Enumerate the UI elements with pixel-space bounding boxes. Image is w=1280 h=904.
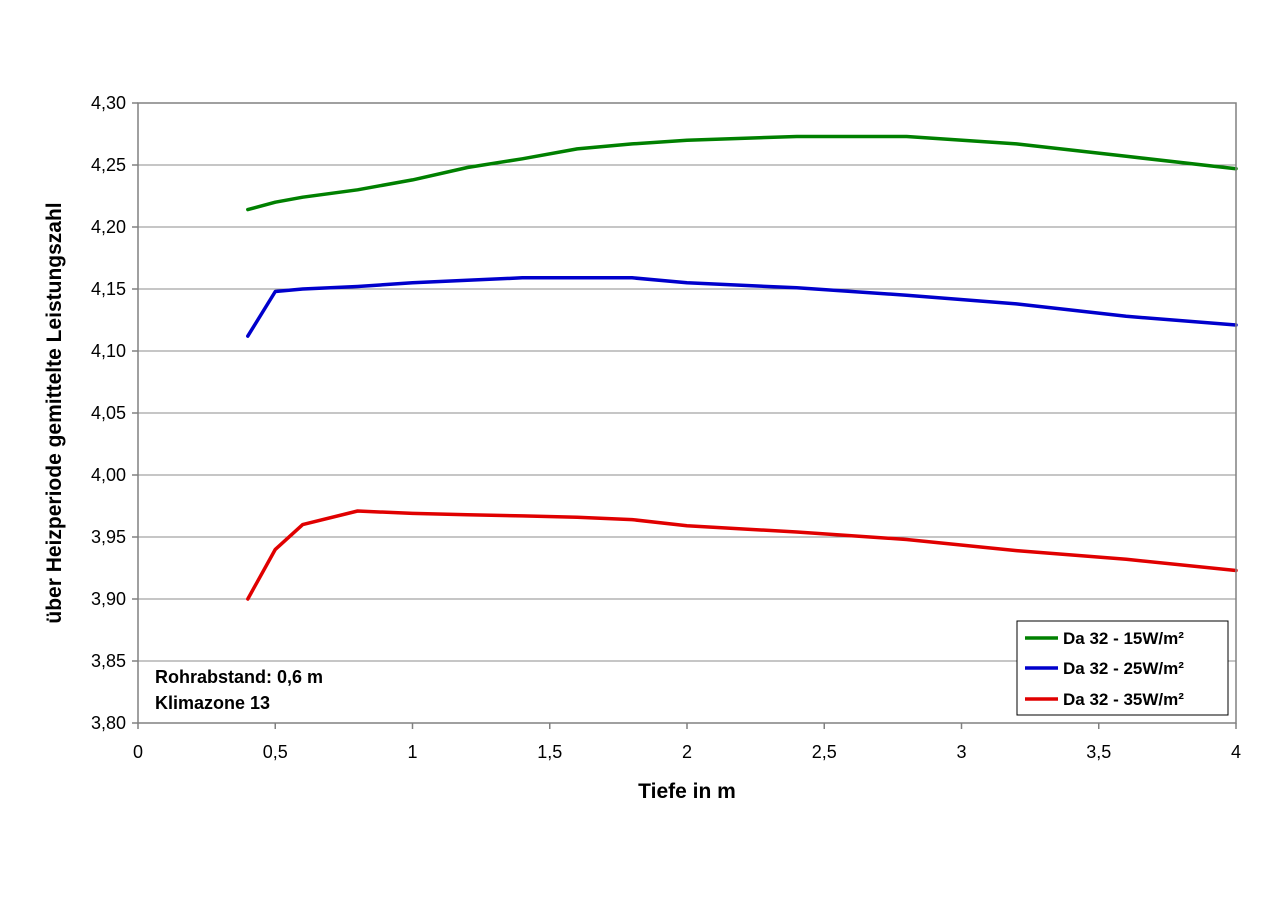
x-tick-label: 1,5: [537, 742, 562, 762]
y-tick-label: 3,85: [91, 651, 126, 671]
y-axis-title: über Heizperiode gemittelte Leistungszah…: [43, 202, 66, 623]
y-tick-label: 4,25: [91, 155, 126, 175]
x-tick-label: 4: [1231, 742, 1241, 762]
series-line-25w: [246, 276, 1238, 338]
annotation-rohrabstand: Rohrabstand: 0,6 m: [155, 667, 323, 687]
y-tick-label: 4,30: [91, 93, 126, 113]
y-tick-label: 4,10: [91, 341, 126, 361]
y-tick-label: 4,00: [91, 465, 126, 485]
x-tick-label: 0: [133, 742, 143, 762]
series-line-35w: [246, 509, 1238, 601]
legend-label-25: Da 32 - 25W/m²: [1063, 659, 1184, 678]
x-tick-label: 2: [682, 742, 692, 762]
legend: Da 32 - 15W/m² Da 32 - 25W/m² Da 32 - 35…: [1016, 620, 1229, 716]
y-tick-label: 3,80: [91, 713, 126, 733]
y-axis-ticks: 3,80 3,85 3,90 3,95 4,00 4,05 4,10 4,15 4,20 4,25…: [91, 93, 138, 733]
x-axis-title: Tiefe in m: [638, 780, 736, 803]
y-tick-label: 4,05: [91, 403, 126, 423]
x-tick-label: 0,5: [263, 742, 288, 762]
x-tick-label: 2,5: [812, 742, 837, 762]
series-line-15w: [246, 134, 1238, 212]
y-tick-label: 4,15: [91, 279, 126, 299]
legend-label-35: Da 32 - 35W/m²: [1063, 690, 1184, 709]
y-tick-label: 4,20: [91, 217, 126, 237]
x-tick-label: 1: [407, 742, 417, 762]
legend-label-15: Da 32 - 15W/m²: [1063, 629, 1184, 648]
annotation-klimazone: Klimazone 13: [155, 693, 270, 713]
y-tick-label: 3,95: [91, 527, 126, 547]
y-tick-label: 3,90: [91, 589, 126, 609]
x-tick-label: 3,5: [1086, 742, 1111, 762]
series-lines: [246, 134, 1238, 601]
x-axis-ticks: 0 0,5 1 1,5 2 2,5 3 3,5 4: [133, 723, 1241, 762]
x-tick-label: 3: [956, 742, 966, 762]
